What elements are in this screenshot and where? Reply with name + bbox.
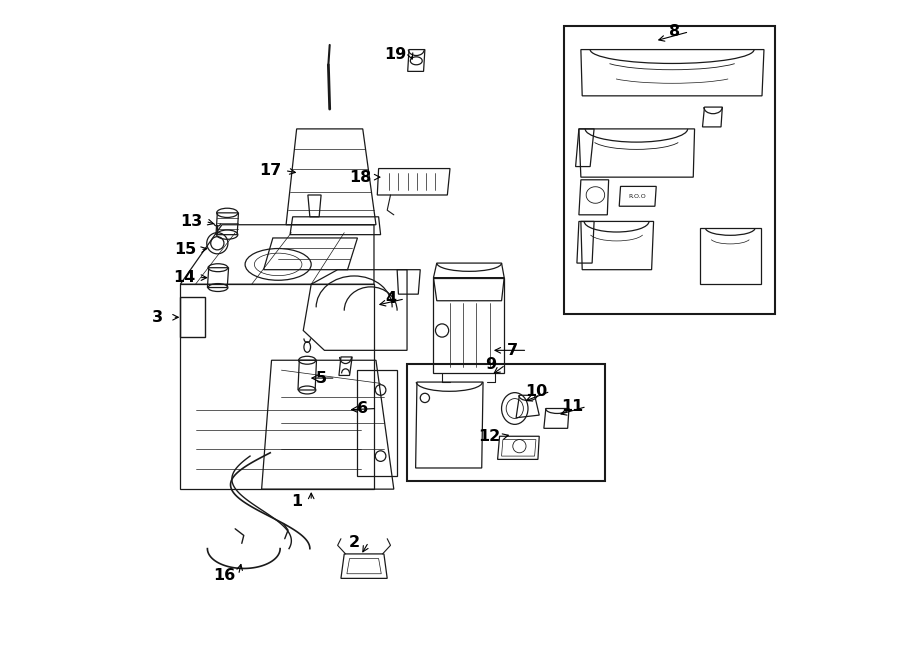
Text: 11: 11 bbox=[562, 399, 583, 414]
Text: 1: 1 bbox=[291, 494, 302, 508]
Bar bbox=[407, 364, 606, 481]
Text: 13: 13 bbox=[180, 214, 202, 229]
Text: 18: 18 bbox=[349, 170, 372, 184]
Text: 9: 9 bbox=[485, 358, 497, 372]
Bar bbox=[563, 26, 775, 314]
Text: 4: 4 bbox=[385, 292, 396, 306]
Text: 10: 10 bbox=[525, 384, 547, 399]
Text: 12: 12 bbox=[479, 429, 500, 444]
Text: 5: 5 bbox=[316, 371, 327, 385]
Text: R.O.O: R.O.O bbox=[629, 194, 646, 199]
Text: 2: 2 bbox=[348, 535, 360, 549]
Text: 16: 16 bbox=[212, 568, 235, 582]
Text: 8: 8 bbox=[670, 24, 680, 39]
Text: 17: 17 bbox=[259, 163, 282, 178]
Text: 14: 14 bbox=[173, 270, 195, 285]
Text: 19: 19 bbox=[384, 47, 407, 61]
Text: 6: 6 bbox=[357, 401, 368, 416]
Text: 3: 3 bbox=[152, 310, 164, 325]
Text: 7: 7 bbox=[508, 343, 518, 358]
Text: 15: 15 bbox=[175, 243, 197, 257]
